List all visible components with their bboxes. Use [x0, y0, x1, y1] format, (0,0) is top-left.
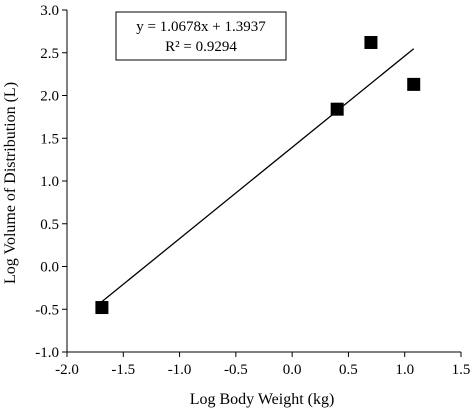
y-tick-label: -1.0 [35, 345, 59, 361]
y-tick-label: 0.0 [40, 260, 59, 276]
data-points [95, 35, 421, 315]
x-axis-title: Log Body Weight (kg) [190, 391, 335, 408]
data-point [95, 301, 109, 315]
y-tick-label: 1.0 [40, 174, 59, 190]
x-tick-label: -1.0 [168, 362, 192, 378]
equation-box-frame [115, 11, 287, 61]
y-tick-label: -0.5 [35, 302, 59, 318]
y-tick-label: 3.0 [40, 3, 59, 19]
y-tick-label: 0.5 [40, 217, 59, 233]
y-tick-label: 1.5 [40, 131, 59, 147]
x-tick-label: 1.0 [395, 362, 414, 378]
x-tick-label: 0.5 [339, 362, 358, 378]
y-tick-label: 2.5 [40, 46, 59, 62]
data-point [364, 35, 378, 49]
trendline-equation: y = 1.0678x + 1.3937 [136, 19, 266, 35]
data-point [330, 102, 344, 116]
y-axis-ticks: -1.0 -0.5 0.0 0.5 1.0 1.5 2.0 2.5 3.0 [35, 3, 67, 361]
data-point [407, 77, 421, 91]
x-tick-label: -2.0 [55, 362, 79, 378]
x-tick-label: -0.5 [224, 362, 248, 378]
axes [66, 10, 461, 353]
trendline [101, 48, 415, 303]
equation-box: y = 1.0678x + 1.3937 R² = 0.9294 [115, 11, 287, 61]
y-tick-label: 2.0 [40, 89, 59, 105]
x-tick-label: -1.5 [111, 362, 135, 378]
y-axis-title: Log Volume of Distribution (L) [2, 82, 19, 284]
x-tick-label: 0.0 [283, 362, 302, 378]
x-axis-ticks: -2.0 -1.5 -1.0 -0.5 0.0 0.5 1.0 1.5 [55, 352, 470, 378]
r-squared-label: R² = 0.9294 [165, 39, 237, 55]
x-tick-label: 1.5 [452, 362, 471, 378]
